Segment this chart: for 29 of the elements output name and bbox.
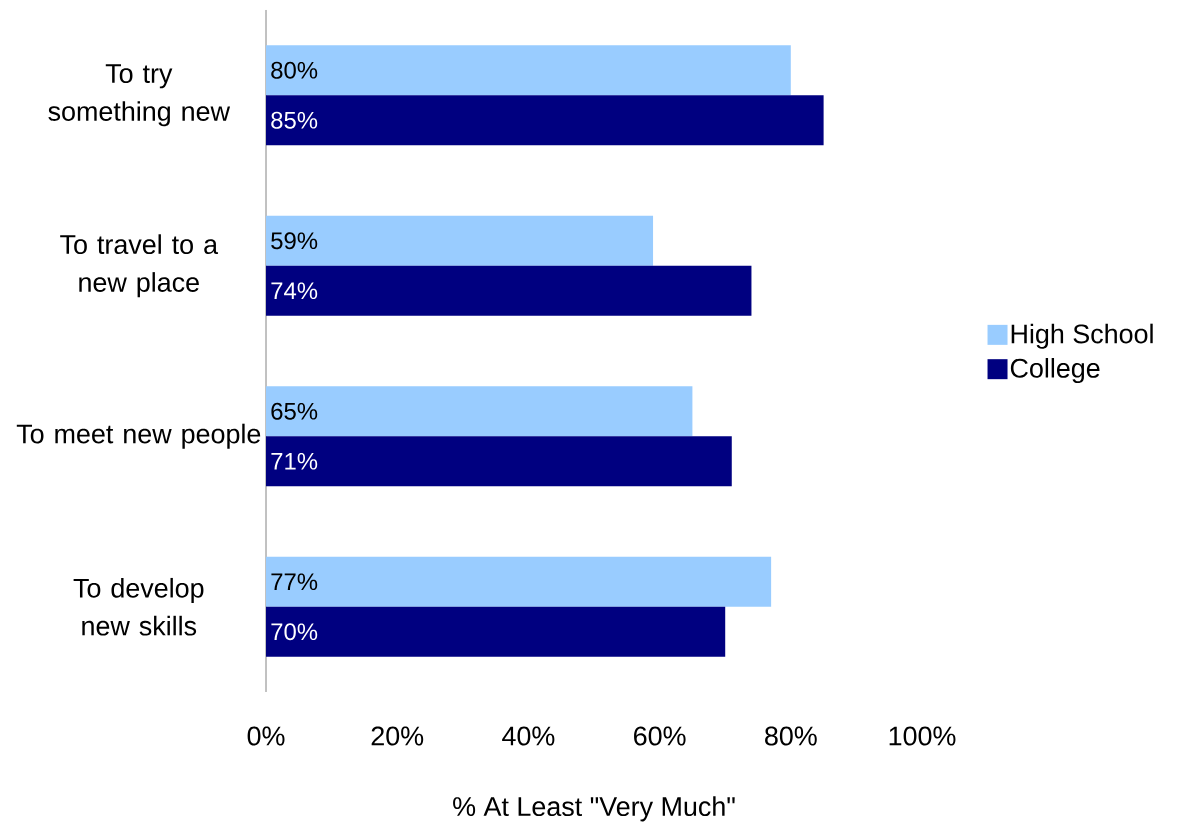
data-label: 65% [271,402,318,420]
bar [266,215,654,266]
data-label: 74% [271,282,318,300]
bar [266,556,772,607]
data-label: 71% [271,452,318,470]
x-tick-label: 100% [889,726,956,746]
legend-label: College [1010,358,1100,384]
x-tick-label: 0% [247,726,285,746]
data-label: 77% [271,573,318,591]
bar [266,265,752,316]
y-tick-label: To develop new skills [73,577,204,636]
x-tick-label: 80% [765,726,817,746]
data-label: 80% [271,61,318,79]
y-tick-label: To travel to a new place [60,234,219,298]
data-label: 85% [271,111,318,129]
bar [266,45,791,96]
x-tick-label: 40% [502,726,555,746]
x-tick-label: 20% [371,726,424,746]
bar [266,95,824,146]
y-tick-label: To try something new [48,64,231,127]
data-label: 59% [271,232,318,250]
legend-label: High School [1011,323,1153,349]
y-tick-label: To meet new people [16,423,261,449]
data-label: 70% [271,623,318,641]
bar [266,606,726,657]
bar [266,386,693,437]
x-tick-label: 60% [634,726,686,746]
bar [266,436,732,487]
x-axis-title: % At Least "Very Much" [453,796,735,822]
